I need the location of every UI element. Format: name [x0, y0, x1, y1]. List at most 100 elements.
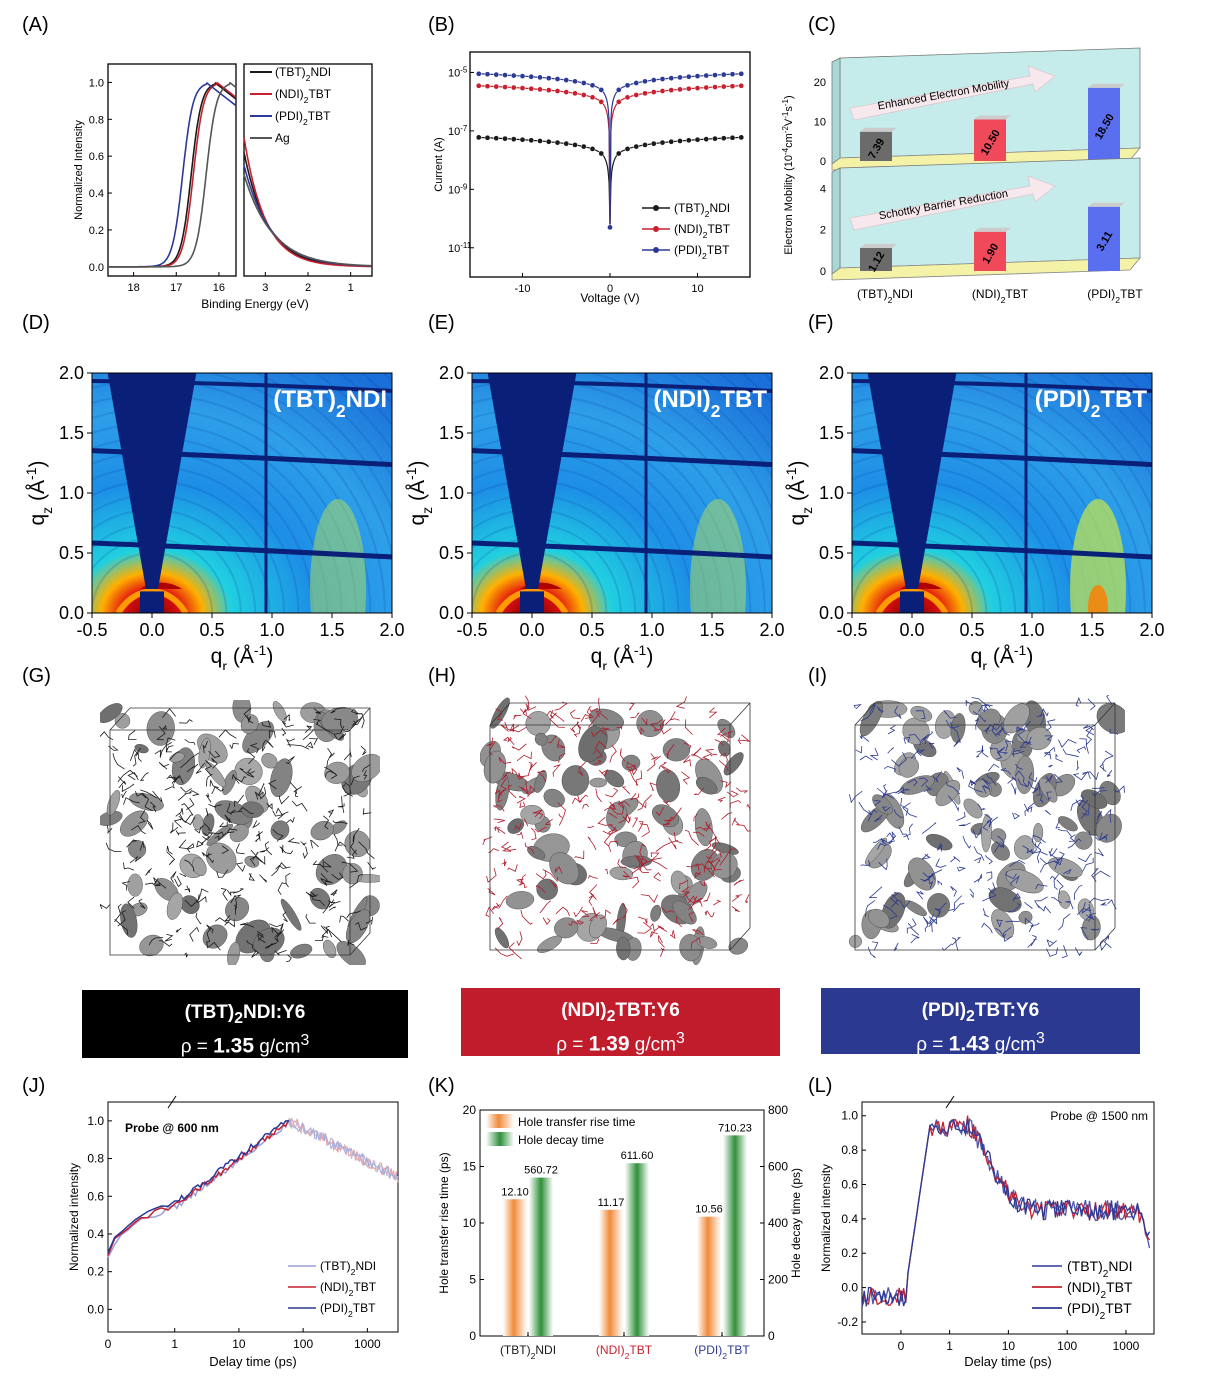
- network-strand: [717, 727, 726, 737]
- y-tick-label: 1.5: [59, 423, 84, 443]
- chart-j-kinetics: 0.0 0.2 0.4 0.6 0.8 1.0 0 1 10 100 1000 Normalized …: [67, 1095, 399, 1369]
- network-strand: [639, 843, 647, 860]
- network-strand: [1016, 726, 1024, 732]
- data-point: [642, 142, 648, 148]
- x-axis-label: Delay time (ps): [209, 1354, 296, 1369]
- legend-label: (PDI)2TBT: [275, 109, 331, 127]
- network-strand: [211, 786, 225, 795]
- detector-gap: [92, 379, 392, 393]
- blob: [310, 820, 334, 841]
- network-strand: [554, 865, 563, 874]
- network-strand: [174, 875, 182, 888]
- network-strand: [587, 836, 597, 851]
- network-strand: [1015, 763, 1023, 770]
- y-tick-label: 0: [820, 156, 826, 168]
- network-strand: [986, 773, 997, 786]
- network-strand: [578, 794, 589, 803]
- x-tick-label: 0: [105, 1337, 112, 1351]
- network-strand: [544, 818, 553, 826]
- network-strand: [275, 807, 289, 816]
- network-strand: [670, 718, 680, 721]
- x-tick-label: 0.5: [199, 620, 224, 640]
- data-point: [502, 135, 508, 142]
- network-strand: [981, 703, 993, 713]
- morphology-box-2: [480, 695, 751, 965]
- network-strand: [1008, 859, 1026, 868]
- network-strand: [162, 725, 167, 730]
- x-tick-label: 17: [170, 282, 182, 294]
- network-strand: [1077, 853, 1093, 863]
- network-strand: [981, 778, 991, 792]
- network-strand: [609, 744, 617, 763]
- network-strand: [1077, 903, 1091, 916]
- network-strand: [1004, 740, 1014, 752]
- network-strand: [890, 894, 899, 908]
- blob: [1039, 777, 1058, 803]
- blob: [898, 756, 919, 778]
- network-strand: [577, 761, 586, 776]
- category-label: (NDI)2TBT: [596, 1343, 653, 1361]
- blob: [315, 854, 347, 886]
- legend-label: (NDI)2TBT: [275, 87, 332, 105]
- network-strand: [621, 902, 628, 919]
- network-strand: [264, 841, 273, 856]
- network-strand: [1055, 820, 1060, 829]
- network-strand: [973, 873, 983, 883]
- network-strand: [309, 737, 319, 745]
- network-strand: [226, 889, 238, 897]
- x-tick-label: 1: [348, 282, 354, 294]
- network-strand: [516, 796, 526, 804]
- data-point: [475, 134, 482, 141]
- network-strand: [994, 841, 1005, 853]
- network-strand: [698, 880, 706, 887]
- network-strand: [355, 713, 365, 729]
- data-point: [624, 146, 631, 152]
- network-strand: [534, 827, 547, 833]
- x-tick-label: 0.5: [959, 620, 984, 640]
- data-point: [650, 140, 657, 147]
- data-point: [589, 146, 596, 152]
- blob: [1058, 816, 1078, 832]
- y-tick-label: 5: [469, 1273, 476, 1287]
- network-group: [848, 695, 1125, 959]
- x-tick-label: 100: [1057, 1339, 1077, 1353]
- network-strand: [520, 909, 533, 925]
- network-strand: [860, 704, 876, 722]
- network-strand: [1012, 749, 1022, 757]
- network-strand: [589, 884, 598, 900]
- y-axis-label: qz (Å-1): [23, 461, 55, 526]
- blob: [910, 706, 933, 722]
- network-strand: [246, 770, 255, 778]
- data-point: [720, 83, 727, 90]
- network-strand: [184, 738, 196, 745]
- network-strand: [886, 831, 895, 840]
- network-strand: [218, 821, 228, 828]
- network-strand: [588, 705, 599, 712]
- network-strand: [893, 942, 899, 952]
- network-strand: [612, 918, 622, 925]
- x-axis-label: Binding Energy (eV): [201, 297, 308, 311]
- network-strand: [639, 823, 650, 838]
- network-strand: [694, 871, 702, 879]
- network-strand: [287, 837, 300, 844]
- network-strand: [650, 855, 668, 870]
- network-strand: [1057, 828, 1072, 837]
- y-tick-label: 10: [814, 116, 826, 128]
- y-axis-label: qz (Å-1): [783, 461, 815, 526]
- data-point: [659, 88, 666, 94]
- network-strand: [494, 947, 515, 957]
- network-strand: [679, 879, 689, 890]
- network-strand: [194, 824, 205, 834]
- network-strand: [1113, 785, 1125, 793]
- network-strand: [638, 726, 645, 735]
- blob: [604, 769, 625, 788]
- bar-value-label: 710.23: [718, 1122, 752, 1134]
- network-strand: [535, 870, 547, 880]
- y-axis-label-right: Hole decay time (ps): [789, 1168, 803, 1278]
- network-strand: [637, 921, 652, 934]
- network-strand: [235, 843, 245, 855]
- network-strand: [148, 937, 164, 946]
- network-strand: [911, 748, 920, 759]
- y-tick-label: 0.0: [439, 603, 464, 623]
- network-strand: [282, 911, 288, 922]
